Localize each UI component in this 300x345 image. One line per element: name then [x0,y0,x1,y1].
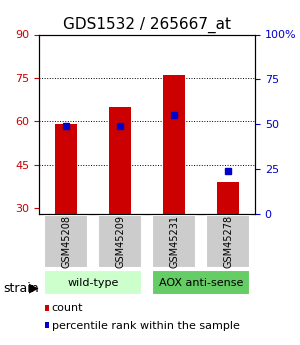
Text: ▶: ▶ [28,282,38,295]
Text: GSM45208: GSM45208 [61,215,71,268]
FancyBboxPatch shape [44,270,142,295]
Text: strain: strain [3,282,39,295]
Title: GDS1532 / 265667_at: GDS1532 / 265667_at [63,17,231,33]
FancyBboxPatch shape [152,215,196,268]
Text: AOX anti-sense: AOX anti-sense [159,278,243,288]
FancyBboxPatch shape [206,215,250,268]
Text: GSM45278: GSM45278 [223,215,233,268]
Bar [217,182,239,214]
FancyBboxPatch shape [98,215,142,268]
Text: count: count [52,304,83,313]
FancyBboxPatch shape [44,215,88,268]
Text: GSM45209: GSM45209 [115,215,125,268]
Bar [55,124,77,214]
FancyBboxPatch shape [152,270,250,295]
Bar [163,75,185,214]
Text: wild-type: wild-type [67,278,119,288]
Bar [109,107,131,214]
Text: percentile rank within the sample: percentile rank within the sample [52,321,239,331]
Text: GSM45231: GSM45231 [169,215,179,268]
